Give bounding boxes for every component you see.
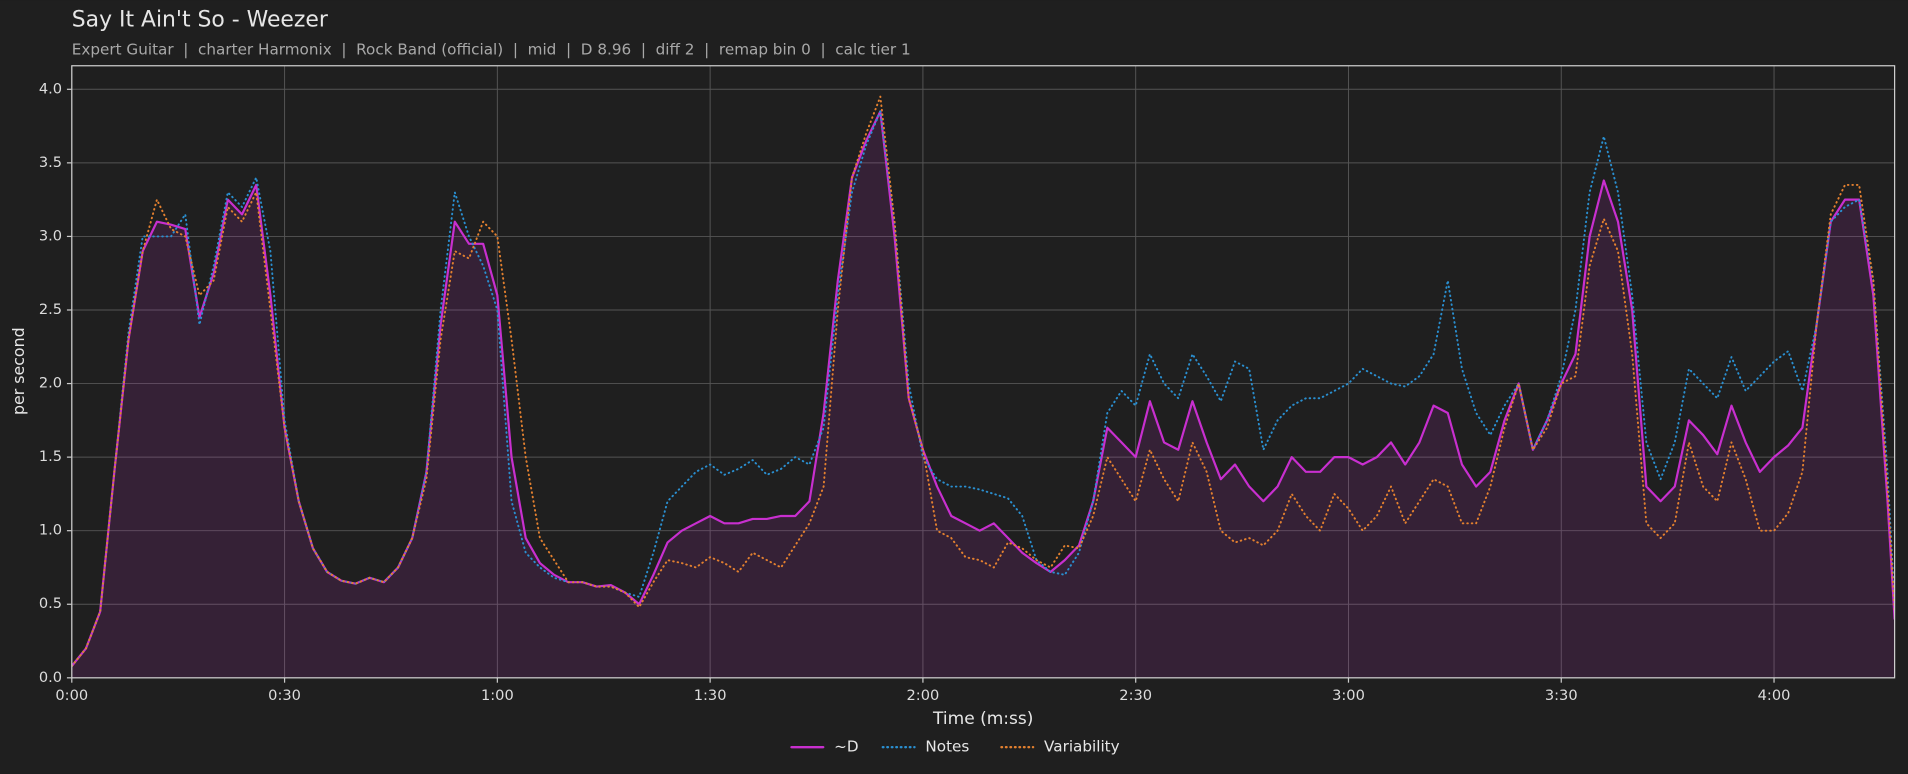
y-tick-label: 1.5 — [39, 448, 62, 465]
y-tick-label: 2.0 — [39, 375, 62, 392]
x-axis-label: Time (m:ss) — [932, 709, 1033, 729]
y-tick-label: 0.0 — [39, 669, 62, 686]
x-tick-label: 3:00 — [1332, 687, 1365, 704]
series-line — [71, 95, 1895, 668]
x-tick-label: 2:30 — [1119, 687, 1152, 704]
legend-label: Variability — [1044, 738, 1120, 756]
y-tick-label: 4.0 — [39, 80, 62, 97]
y-tick-label: 1.0 — [39, 522, 62, 539]
chart-subtitle: Expert Guitar | charter Harmonix | Rock … — [72, 40, 911, 58]
area — [71, 111, 1895, 678]
y-tick-label: 3.5 — [39, 154, 62, 171]
chart-title: Say It Ain't So - Weezer — [72, 8, 328, 33]
x-tick-label: 1:30 — [694, 687, 727, 704]
legend-label: Notes — [925, 738, 969, 756]
x-tick-label: 3:30 — [1545, 687, 1578, 704]
plot-frame — [71, 65, 1896, 679]
legend-label: ~D — [834, 738, 858, 756]
x-tick-label: 0:30 — [268, 687, 301, 704]
x-tick-label: 4:00 — [1758, 687, 1791, 704]
x-tick-label: 1:00 — [481, 687, 514, 704]
x-tick-label: 0:00 — [55, 687, 88, 704]
y-tick-label: 3.0 — [39, 227, 62, 244]
y-tick-label: 0.5 — [39, 595, 62, 612]
x-tick-label: 2:00 — [907, 687, 940, 704]
y-tick-label: 2.5 — [39, 301, 62, 318]
y-axis-label: per second — [9, 327, 28, 415]
